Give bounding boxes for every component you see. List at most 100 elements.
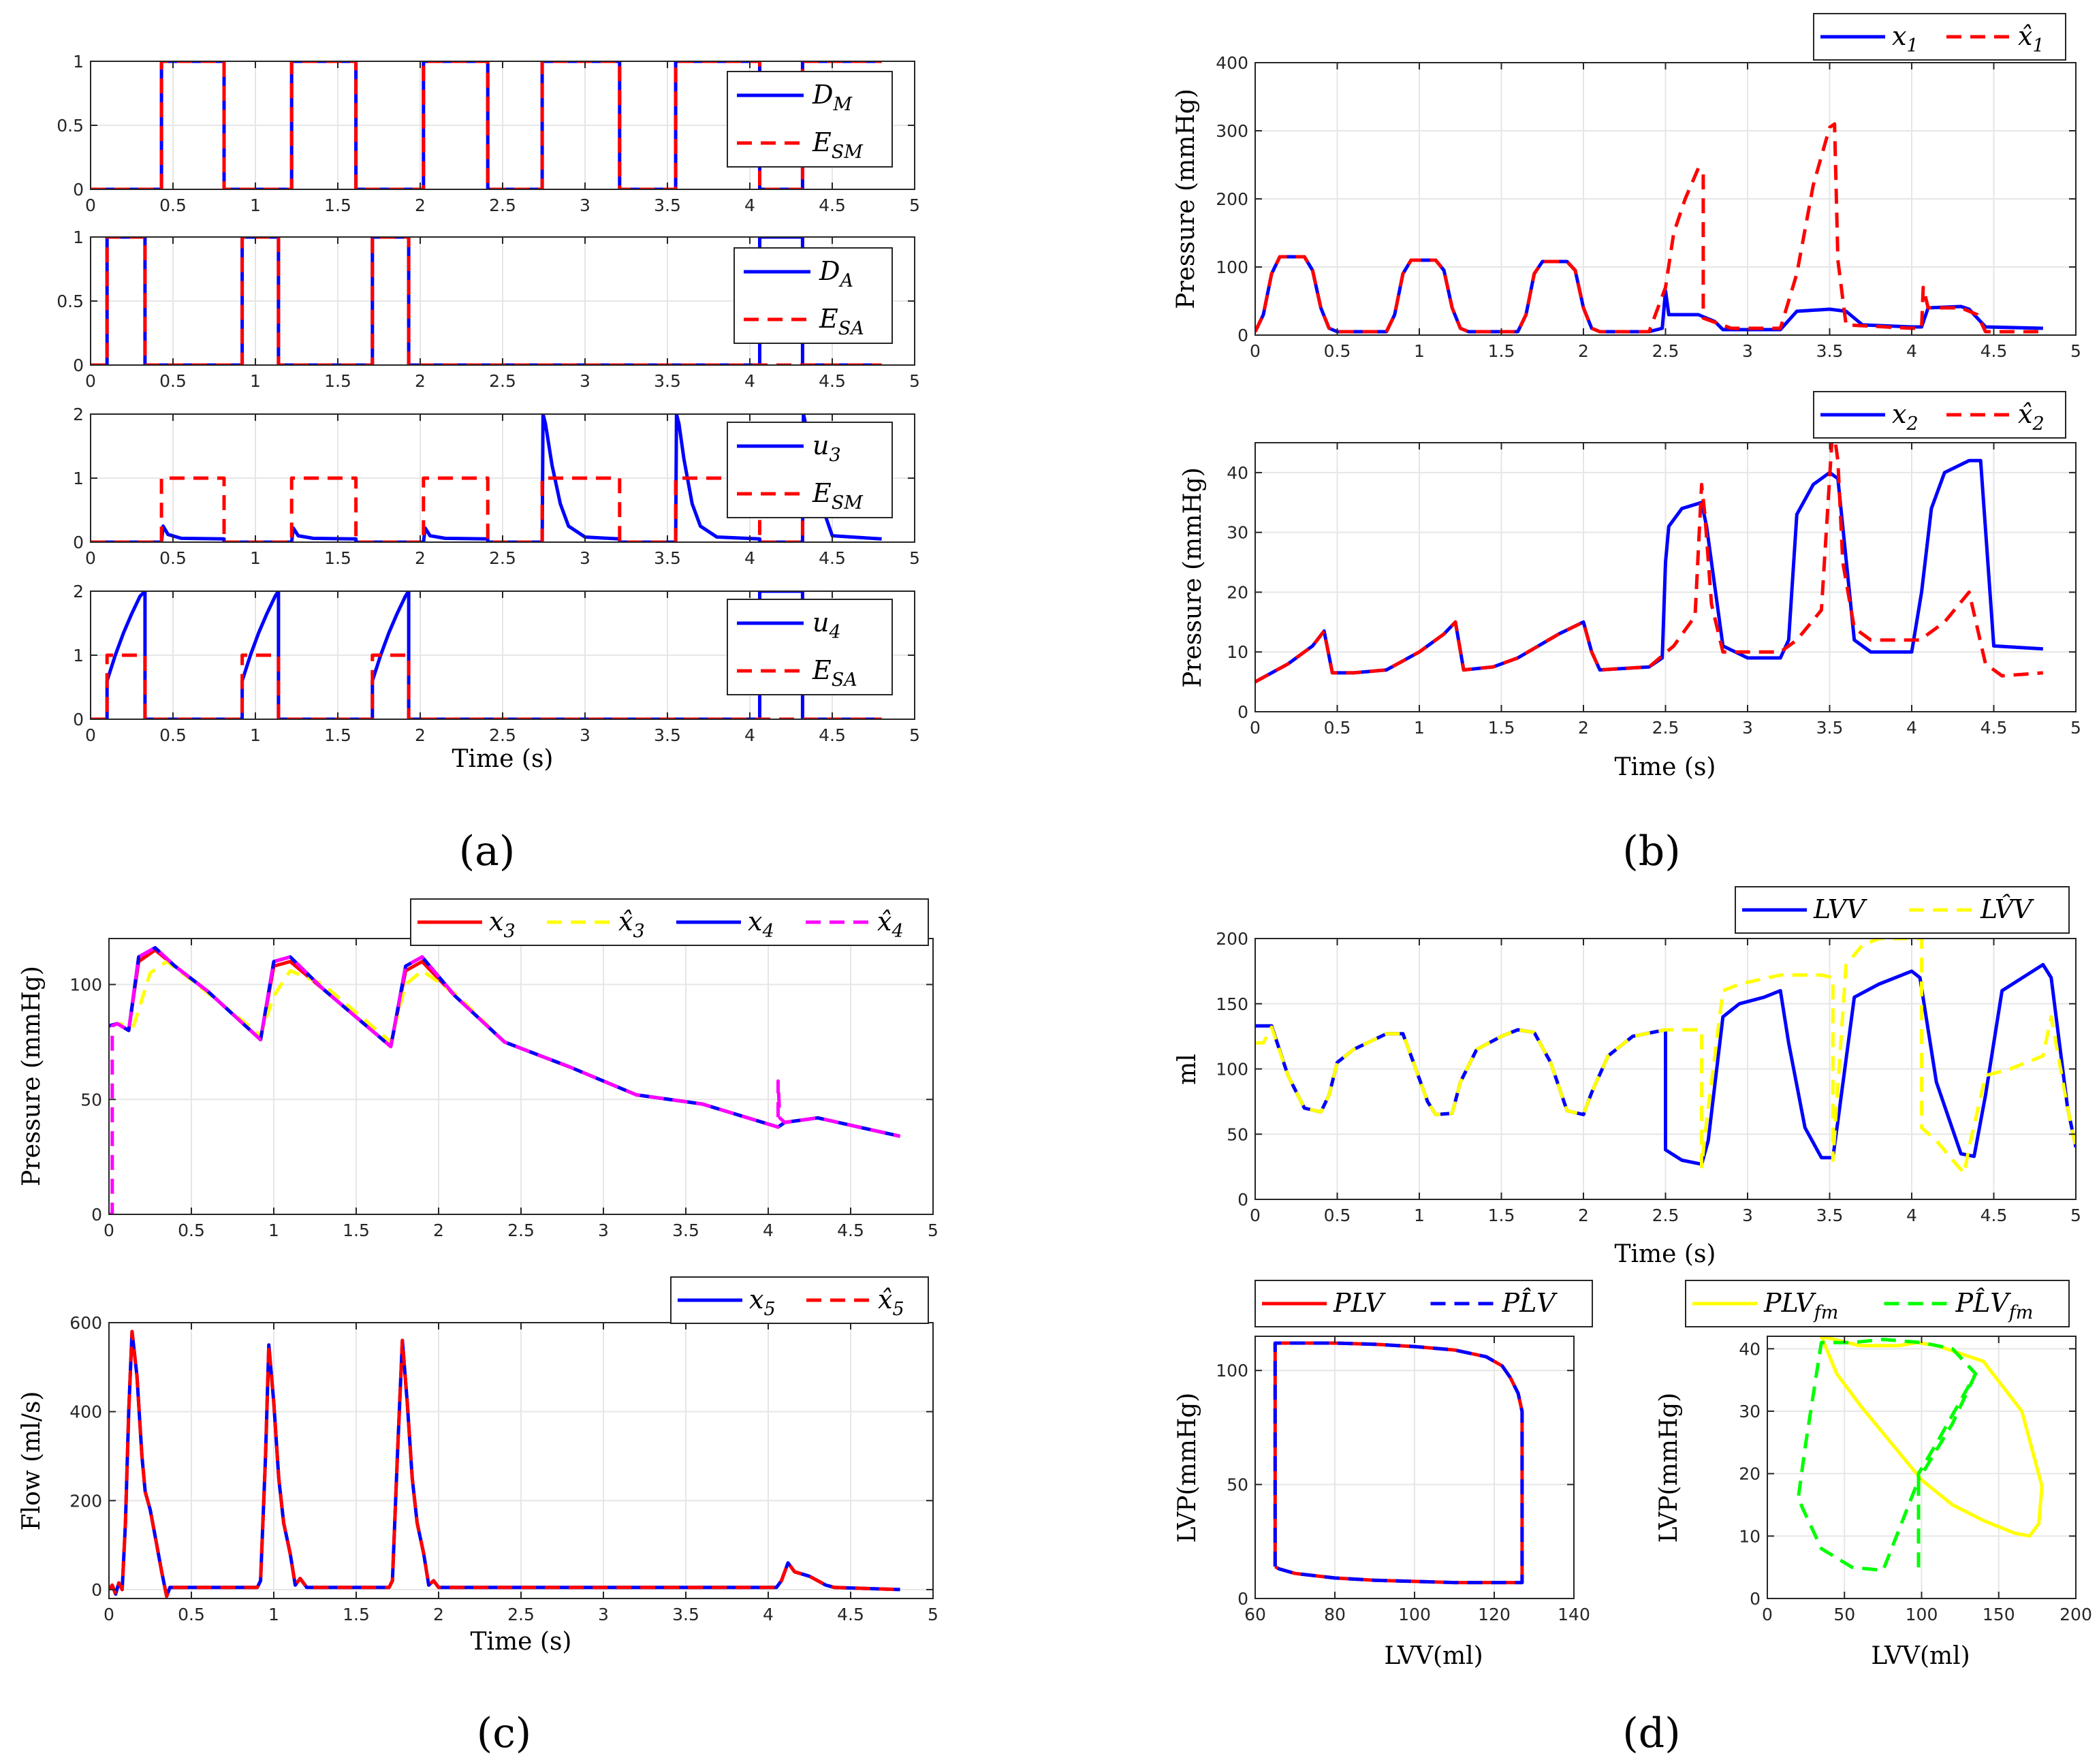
y-tick-label: 150 — [1216, 994, 1248, 1014]
y-tick-label: 2 — [73, 405, 84, 424]
x-tick-label: 1 — [1414, 718, 1425, 738]
y-tick-label: 100 — [69, 975, 102, 995]
x-tick-label: 4.5 — [819, 195, 846, 215]
x-tick-label: 4.5 — [819, 371, 846, 391]
legend-label: PL̂V — [1502, 1288, 1558, 1318]
y-tick-label: 1 — [73, 227, 84, 247]
x-tick-label: 0 — [1762, 1605, 1773, 1624]
x-tick-label: 3 — [1742, 1206, 1753, 1225]
x-tick-label: 1.5 — [343, 1220, 370, 1240]
y-tick-label: 400 — [69, 1402, 102, 1422]
x-tick-label: 0.5 — [159, 371, 187, 391]
x-tick-label: 1.5 — [1488, 341, 1515, 361]
legend-label: LVV — [1813, 894, 1867, 924]
x-tick-label: 5 — [928, 1220, 938, 1240]
x-axis-label: Time (s) — [1615, 753, 1716, 781]
legend-label: u3 — [812, 430, 841, 466]
legend-label: x5 — [749, 1285, 776, 1320]
x-tick-label: 4 — [763, 1605, 774, 1624]
x-tick-label: 2.5 — [1652, 1206, 1679, 1225]
x-tick-label: 4 — [1906, 1206, 1917, 1225]
panel-label-b: (b) — [1622, 828, 1680, 875]
x-tick-label: 2 — [1578, 341, 1589, 361]
series-line-a3-0 — [91, 414, 882, 542]
legend-a1: DM ESM — [727, 71, 893, 168]
panel-label-c: (c) — [477, 1710, 531, 1757]
x-tick-label: 1 — [250, 725, 261, 745]
y-tick-label: 0.5 — [57, 116, 84, 136]
y-tick-label: 40 — [1227, 463, 1248, 483]
x-tick-label: 1 — [1414, 341, 1425, 361]
x-tick-label: 3.5 — [654, 725, 681, 745]
y-tick-label: 1 — [73, 469, 84, 488]
legend-a3: u3 ESM — [727, 422, 893, 518]
chart-a1: 0 0.5 1 1.5 2 2.5 3 3.5 4 4.5 5 0 0.5 1 DM ESM — [57, 52, 920, 215]
x-tick-label: 4.5 — [819, 548, 846, 568]
x-tick-label: 1.5 — [324, 371, 351, 391]
y-tick-label: 20 — [1739, 1464, 1761, 1484]
x-tick-label: 4.5 — [1980, 1206, 2008, 1225]
x-tick-label: 0.5 — [159, 725, 187, 745]
legend-box — [727, 71, 893, 168]
y-tick-label: 1 — [73, 646, 84, 665]
x-tick-label: 5 — [909, 371, 920, 391]
y-tick-label: 0 — [1237, 326, 1248, 345]
y-tick-label: 0 — [73, 180, 84, 200]
x-tick-label: 2.5 — [1652, 341, 1679, 361]
legend-label: PLV — [1333, 1288, 1386, 1318]
x-tick-label: 1.5 — [324, 725, 351, 745]
x-tick-label: 0 — [104, 1220, 114, 1240]
x-tick-label: 0.5 — [178, 1220, 205, 1240]
chart-a3: 0 0.5 1 1.5 2 2.5 3 3.5 4 4.5 5 0 1 2 u3 ESM — [73, 405, 920, 568]
x-tick-label: 5 — [2070, 1206, 2081, 1225]
chart-d3: 0 50 100 150 200 0 10 20 30 40 LVV(ml) LVP(mmHg) PLV… — [1655, 1280, 2092, 1670]
x-tick-label: 5 — [909, 725, 920, 745]
y-tick-label: 30 — [1227, 523, 1248, 543]
x-tick-label: 100 — [1398, 1605, 1431, 1624]
y-tick-label: 400 — [1216, 53, 1248, 73]
x-tick-label: 3 — [580, 371, 590, 391]
x-tick-label: 2.5 — [507, 1220, 535, 1240]
y-axis-label: ml — [1173, 1054, 1201, 1085]
legend-label: x2 — [1892, 399, 1919, 435]
y-tick-label: 0 — [73, 356, 84, 375]
x-tick-label: 3.5 — [654, 371, 681, 391]
x-tick-label: 3.5 — [672, 1605, 699, 1624]
x-tick-label: 0.5 — [1324, 718, 1351, 738]
chart-a4: 0 0.5 1 1.5 2 2.5 3 3.5 4 4.5 5 0 1 2 Time (s) u4 ESA — [73, 582, 920, 773]
series-line-d1-1 — [1255, 939, 2076, 1176]
y-tick-label: 300 — [1216, 121, 1248, 141]
y-tick-label: 50 — [1227, 1475, 1248, 1495]
x-tick-label: 1 — [250, 195, 261, 215]
x-tick-label: 0.5 — [159, 195, 187, 215]
x-axis-label: LVV(ml) — [1871, 1642, 1970, 1670]
x-tick-label: 200 — [2059, 1605, 2092, 1624]
legend-c1: x3 x̂3 x4 x̂4 — [410, 898, 929, 946]
x-tick-label: 4.5 — [819, 725, 846, 745]
x-tick-label: 4 — [763, 1220, 774, 1240]
y-tick-label: 200 — [1216, 189, 1248, 209]
x-tick-label: 1.5 — [1488, 718, 1515, 738]
x-tick-label: 1.5 — [1488, 1206, 1515, 1225]
y-axis-label: Pressure (mmHg) — [1172, 89, 1200, 309]
x-tick-label: 1 — [1414, 1206, 1425, 1225]
series-line-a4-0 — [91, 591, 882, 719]
x-tick-label: 3 — [1742, 341, 1753, 361]
x-tick-label: 2.5 — [489, 371, 516, 391]
legend-label: ESA — [819, 304, 864, 339]
legend-label: DM — [812, 80, 853, 115]
x-tick-label: 80 — [1324, 1605, 1346, 1624]
chart-a2: 0 0.5 1 1.5 2 2.5 3 3.5 4 4.5 5 0 0.5 1 DA ESA — [57, 227, 920, 391]
x-tick-label: 2 — [433, 1605, 444, 1624]
series-line-b2-1 — [1255, 443, 2043, 684]
panel-label-a: (a) — [459, 828, 516, 875]
series-line-d2-1 — [1273, 1341, 1524, 1585]
legend-d2: PLV PL̂V — [1254, 1280, 1593, 1327]
x-tick-label: 3.5 — [654, 548, 681, 568]
x-tick-label: 4 — [744, 548, 755, 568]
x-tick-label: 2 — [1578, 1206, 1589, 1225]
x-tick-label: 1.5 — [343, 1605, 370, 1624]
x-tick-label: 50 — [1833, 1605, 1855, 1624]
y-tick-label: 0 — [1750, 1589, 1761, 1609]
